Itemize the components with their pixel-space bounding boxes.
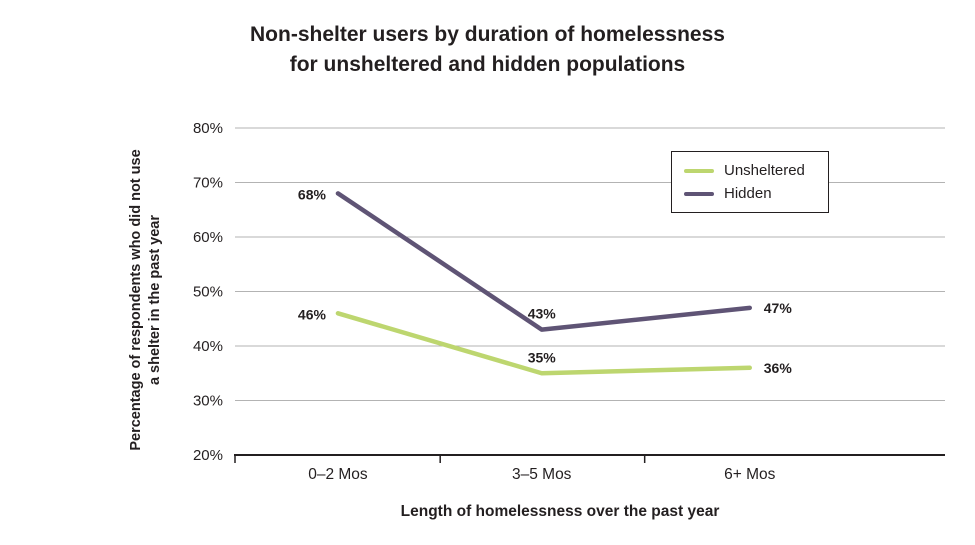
legend: Unsheltered Hidden: [671, 151, 829, 213]
y-tick-label: 20%: [193, 447, 223, 464]
series-line-unsheltered: [335, 311, 752, 376]
data-label-hidden: 68%: [298, 186, 327, 202]
y-tick-label: 40%: [193, 338, 223, 355]
legend-item-hidden: Hidden: [684, 182, 828, 205]
data-label-unsheltered: 36%: [764, 360, 793, 376]
y-tick-label: 70%: [193, 175, 223, 192]
data-label-unsheltered: 46%: [298, 306, 327, 322]
series-line-hidden: [335, 191, 752, 332]
chart-title-line-1: Non-shelter users by duration of homeles…: [250, 23, 725, 46]
legend-label-unsheltered: Unsheltered: [724, 162, 805, 179]
y-tick-label: 60%: [193, 229, 223, 246]
legend-item-unsheltered: Unsheltered: [684, 159, 828, 182]
x-category-label: 0–2 Mos: [308, 466, 368, 483]
chart-title-line-2: for unsheltered and hidden populations: [289, 53, 686, 76]
y-tick-label: 50%: [193, 284, 223, 301]
x-category-label: 6+ Mos: [724, 466, 776, 483]
y-tick-label: 30%: [193, 393, 223, 410]
legend-swatch-unsheltered: [684, 168, 714, 173]
chart-title: Non-shelter users by duration of homeles…: [0, 20, 975, 80]
data-label-unsheltered: 35%: [528, 349, 557, 365]
data-label-hidden: 43%: [528, 306, 557, 322]
x-category-label: 3–5 Mos: [512, 466, 572, 483]
legend-swatch-hidden: [684, 191, 714, 196]
legend-label-hidden: Hidden: [724, 185, 772, 202]
data-label-hidden: 47%: [764, 300, 793, 316]
y-tick-label: 80%: [193, 120, 223, 137]
x-axis-title: Length of homelessness over the past yea…: [400, 503, 720, 520]
